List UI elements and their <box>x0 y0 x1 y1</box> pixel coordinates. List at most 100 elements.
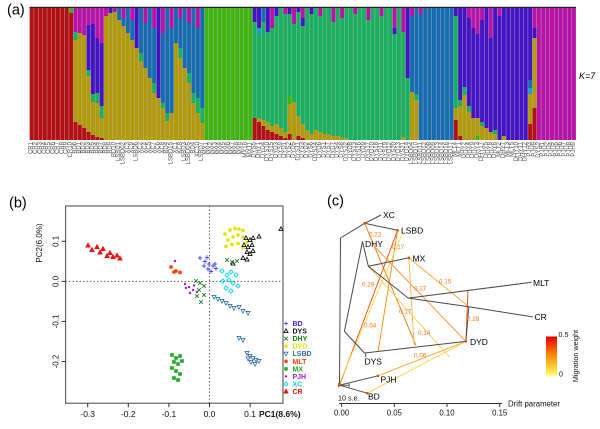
svg-text:MLT4: MLT4 <box>453 141 459 157</box>
svg-text:XC1: XC1 <box>173 141 179 153</box>
svg-text:DHY2: DHY2 <box>461 141 467 158</box>
svg-text:Migration weight: Migration weight <box>571 330 580 382</box>
svg-text:BD9: BD9 <box>107 141 113 153</box>
svg-text:0.5: 0.5 <box>559 330 569 339</box>
svg-text:0.05: 0.05 <box>387 409 403 418</box>
svg-text:MLT: MLT <box>293 359 308 366</box>
svg-text:MX11: MX11 <box>247 141 253 157</box>
svg-text:DYS20: DYS20 <box>392 141 398 161</box>
svg-text:(a): (a) <box>7 3 25 19</box>
svg-text:XC7: XC7 <box>151 141 157 153</box>
svg-text:CR5: CR5 <box>46 141 52 154</box>
svg-text:DYS: DYS <box>365 357 383 367</box>
svg-text:BD: BD <box>368 392 380 402</box>
svg-text:DHY10: DHY10 <box>514 141 520 161</box>
svg-text:0.1: 0.1 <box>244 409 256 419</box>
svg-text:DHY8: DHY8 <box>488 141 494 158</box>
svg-text:PJH1: PJH1 <box>540 141 546 156</box>
svg-text:DYS8: DYS8 <box>339 141 345 157</box>
svg-text:DYD4: DYD4 <box>260 141 266 158</box>
svg-text:DYS19: DYS19 <box>383 141 389 161</box>
svg-text:PJH6: PJH6 <box>558 141 564 156</box>
svg-text:0.0: 0.0 <box>204 409 216 419</box>
svg-text:PJH9: PJH9 <box>531 141 537 156</box>
svg-text:XC6: XC6 <box>155 141 161 153</box>
svg-text:0.17: 0.17 <box>392 244 405 251</box>
svg-text:DYS1: DYS1 <box>322 141 328 157</box>
svg-text:BD4: BD4 <box>94 141 100 153</box>
svg-text:DHY7: DHY7 <box>501 141 507 158</box>
svg-text:0.00: 0.00 <box>334 409 350 418</box>
svg-text:PC1(8.6%): PC1(8.6%) <box>259 409 301 419</box>
svg-text:DYS21: DYS21 <box>400 141 406 161</box>
svg-text:DYD13: DYD13 <box>396 141 402 161</box>
svg-text:DYS17: DYS17 <box>365 141 371 161</box>
svg-text:LSBD14: LSBD14 <box>440 141 446 164</box>
svg-text:CR7: CR7 <box>55 141 61 154</box>
svg-text:DYS10: DYS10 <box>265 141 271 161</box>
svg-text:0.1: 0.1 <box>52 235 61 247</box>
svg-text:PJH3: PJH3 <box>527 141 533 156</box>
svg-text:MX4: MX4 <box>217 141 223 154</box>
svg-text:K=7: K=7 <box>579 71 596 81</box>
svg-text:(b): (b) <box>9 196 27 212</box>
svg-text:CR4: CR4 <box>42 141 48 154</box>
svg-text:0.27: 0.27 <box>414 286 427 293</box>
svg-text:XC3: XC3 <box>125 141 131 153</box>
svg-text:LSBD7: LSBD7 <box>199 141 205 161</box>
svg-text:PJH: PJH <box>293 374 307 381</box>
svg-text:DYS18: DYS18 <box>374 141 380 161</box>
svg-text:DYS15: DYS15 <box>269 141 275 161</box>
svg-text:0.15: 0.15 <box>439 279 452 286</box>
svg-text:BD4: BD4 <box>190 141 196 153</box>
svg-text:DHY17: DHY17 <box>479 141 485 161</box>
svg-text:-0.1: -0.1 <box>162 409 177 419</box>
svg-text:0.0: 0.0 <box>52 275 61 287</box>
svg-text:LSBD02: LSBD02 <box>120 141 126 164</box>
svg-text:PJH2: PJH2 <box>545 141 551 156</box>
svg-text:DYS3: DYS3 <box>300 141 306 157</box>
svg-text:BD4: BD4 <box>164 141 170 153</box>
svg-text:CR: CR <box>535 312 547 322</box>
svg-text:DYD6: DYD6 <box>317 141 323 158</box>
svg-text:PJH5: PJH5 <box>553 141 559 156</box>
svg-text:DYD14: DYD14 <box>405 141 411 161</box>
svg-text:XC9: XC9 <box>129 141 135 153</box>
svg-text:DHY: DHY <box>365 239 383 249</box>
svg-text:LSBD: LSBD <box>401 226 423 236</box>
svg-text:MLT1: MLT1 <box>457 141 463 157</box>
svg-text:LSBD13: LSBD13 <box>435 141 441 164</box>
svg-text:DYS16: DYS16 <box>357 141 363 161</box>
svg-text:PJH7: PJH7 <box>562 141 568 156</box>
svg-text:0.10: 0.10 <box>439 409 455 418</box>
svg-text:LSBD11: LSBD11 <box>418 141 424 164</box>
svg-text:MX6: MX6 <box>225 141 231 154</box>
svg-text:0.22: 0.22 <box>369 232 382 239</box>
svg-text:LSBD08: LSBD08 <box>427 141 433 164</box>
svg-text:LSBD05: LSBD05 <box>186 141 192 164</box>
svg-text:PJH8: PJH8 <box>566 141 572 156</box>
svg-text:DYS12: DYS12 <box>343 141 349 161</box>
svg-text:DHY12: DHY12 <box>523 141 529 161</box>
svg-text:DYS11: DYS11 <box>295 141 301 160</box>
svg-text:DYS7: DYS7 <box>326 141 332 157</box>
svg-text:CR: CR <box>293 389 303 396</box>
svg-text:CR2: CR2 <box>33 141 39 154</box>
svg-text:MX5: MX5 <box>221 141 227 154</box>
svg-text:BD6: BD6 <box>72 141 78 153</box>
svg-text:DYD9: DYD9 <box>361 141 367 158</box>
svg-text:BD3: BD3 <box>85 141 91 153</box>
svg-text:XC2: XC2 <box>138 141 144 153</box>
svg-text:XC5: XC5 <box>147 141 153 153</box>
svg-text:DYD5: DYD5 <box>291 141 297 158</box>
svg-text:CR3: CR3 <box>37 141 43 154</box>
svg-text:LSBD15: LSBD15 <box>169 141 175 164</box>
svg-text:DYD3: DYD3 <box>273 141 279 158</box>
svg-text:MX7: MX7 <box>230 141 236 154</box>
svg-text:Drift parameter: Drift parameter <box>508 400 560 409</box>
svg-text:10 s.e.: 10 s.e. <box>338 394 360 403</box>
svg-text:CR8: CR8 <box>59 141 65 154</box>
svg-text:PJH9: PJH9 <box>571 141 577 156</box>
svg-text:LSBD1: LSBD1 <box>116 141 122 161</box>
svg-text:DYS2: DYS2 <box>536 141 542 157</box>
